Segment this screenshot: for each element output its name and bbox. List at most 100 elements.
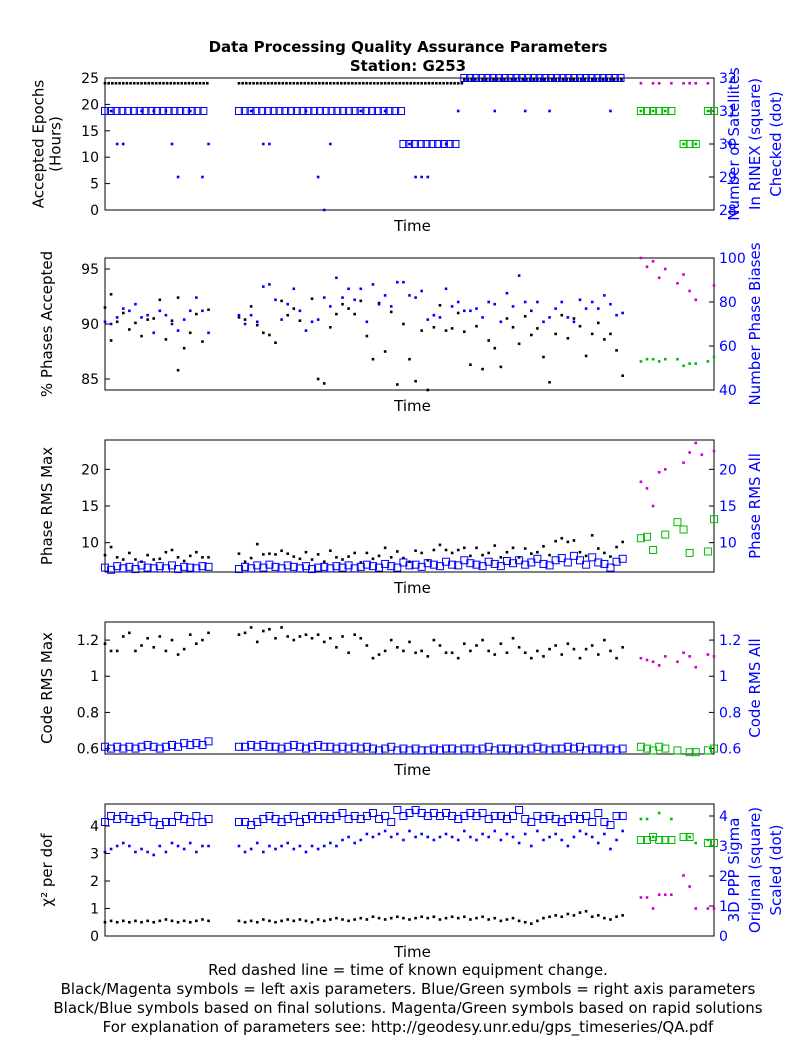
data-point-dot [402,81,405,85]
data-point-dot [442,81,445,85]
data-point-dot [609,78,612,81]
data-point-dot [285,81,288,85]
data-point-dot [445,81,449,85]
data-point-dot [487,918,490,921]
data-point-square [429,560,438,569]
data-point-square [442,557,451,566]
data-point-dot [383,649,387,653]
data-point-dot [463,546,466,550]
data-point-square [667,107,676,115]
data-point-dot [405,81,409,85]
data-point-square [241,562,250,571]
data-point-dot [299,81,303,85]
data-point-square [381,744,390,753]
data-point-square [381,559,390,568]
data-point-dot [134,321,137,325]
data-point-dot [182,847,186,851]
data-point-dot [188,920,192,924]
data-point-square [649,546,658,554]
data-point-square [118,107,127,115]
data-point-dot [136,81,140,85]
data-point-dot [164,109,168,113]
data-point-dot [414,835,417,839]
data-point-dot [115,920,119,924]
left-tick-label: 95 [81,262,99,278]
data-point-dot [304,329,308,332]
data-point-dot [134,302,137,306]
data-point-dot [380,81,383,85]
data-point-dot [109,109,113,113]
footnote-equipment-change: Red dashed line = time of known equipmen… [208,961,608,979]
data-point-dot [548,109,551,113]
data-point-dot [432,548,436,552]
data-point-dot [164,649,168,653]
footnote-solution-types: Black/Blue symbols based on final soluti… [53,999,762,1017]
panel-chi-squared: 0 1 2 3 4 0 1 2 3 4 Time χ² per dof 3D PPP Sigma Orig… [38,803,785,961]
data-point-dot [286,635,289,638]
data-point-dot [170,322,174,326]
data-point-dot [329,636,332,640]
data-point-square [582,812,591,820]
data-point-square [509,812,518,820]
data-point-dot [536,829,539,833]
data-point-dot [402,280,405,284]
data-point-dot [620,78,623,81]
data-point-square [396,107,405,115]
data-point-dot [499,556,503,559]
data-point-dot [377,832,381,836]
data-point-dot [383,81,387,85]
data-point-dot [548,915,551,919]
data-point-dot [590,78,594,81]
data-point-dot [255,920,259,924]
data-point-square [685,140,694,148]
data-point-dot [262,331,265,335]
data-point-dot [262,629,265,633]
data-point-dot [154,81,158,85]
data-point-dot [609,555,612,558]
data-point-dot [383,829,387,833]
left-tick-label: 25 [81,71,99,87]
data-point-dot [237,633,241,636]
data-point-dot [487,551,490,555]
data-point-dot [176,175,180,179]
data-point-square [247,564,256,573]
data-point-dot [609,332,612,336]
data-point-dot [682,364,685,368]
data-point-dot [590,332,594,336]
data-point-dot [314,81,318,85]
data-point-dot [432,313,436,317]
data-point-dot [339,81,343,85]
data-point-square [277,564,286,573]
data-point-square [582,746,591,755]
data-point-dot [584,832,588,836]
data-point-dot [182,346,186,350]
data-point-dot [469,918,472,921]
data-point-square [429,744,438,753]
data-point-square [170,107,179,115]
data-point-dot [432,638,436,642]
data-point-dot [176,296,180,299]
data-point-square [119,744,128,753]
data-point-dot [408,294,411,297]
data-point-dot [621,829,624,833]
data-point-dot [481,915,484,919]
data-point-dot [584,647,588,651]
data-point-square [552,74,561,82]
data-point-dot [688,362,691,365]
data-point-dot [354,81,358,85]
data-point-square [387,562,396,571]
data-point-dot [450,651,454,655]
data-point-dot [259,81,263,85]
data-point-dot [456,656,460,660]
data-point-dot [414,296,417,299]
left-axis-label: (Hours) [47,116,65,172]
data-point-dot [463,309,466,313]
data-point-dot [651,357,655,361]
data-point-square [234,565,243,574]
data-point-dot [353,298,356,302]
data-point-dot [389,638,393,642]
data-point-dot [249,305,253,308]
data-point-dot [694,665,698,669]
data-point-dot [584,354,588,358]
data-point-dot [316,377,320,381]
